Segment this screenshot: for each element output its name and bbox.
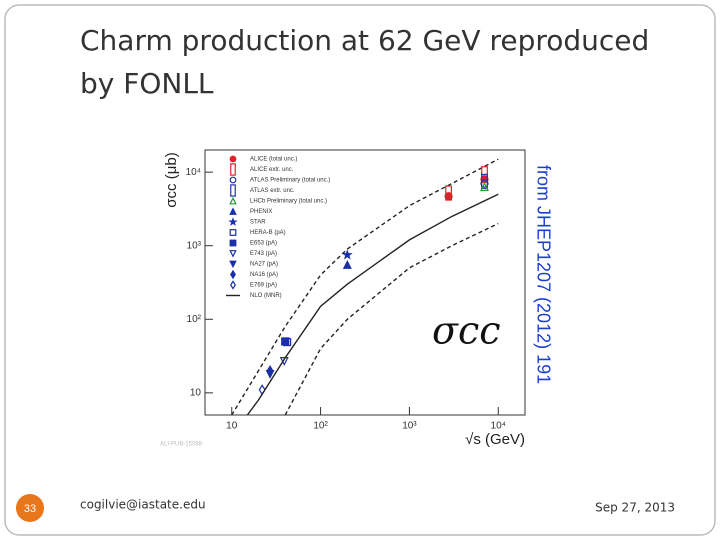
legend-swatch (230, 269, 236, 280)
legend-label: ALICE (total unc.) (250, 157, 297, 163)
legend-swatch (229, 229, 237, 236)
legend-swatch (229, 207, 237, 215)
data-point (342, 259, 352, 269)
y-tick-label: 10² (187, 314, 202, 325)
legend-swatch (230, 184, 236, 197)
y-tick-label: 10 (190, 387, 202, 398)
y-tick-label: 10⁴ (186, 167, 201, 178)
email: cogilvie@iastate.edu (80, 498, 206, 512)
legend-label: ALICE extr. unc. (250, 167, 294, 173)
legend-label: LHCb Preliminary (total unc.) (250, 199, 327, 205)
legend-swatch (229, 260, 237, 269)
slide-title: by FONLL (80, 67, 214, 100)
legend-label: NA27 (pA) (250, 262, 278, 268)
line (246, 193, 499, 415)
legend-label: ATLAS Preliminary (total unc.) (250, 178, 330, 184)
legend-swatch (229, 250, 237, 258)
legend-swatch (228, 217, 238, 226)
legend-label: HERA-B (pA) (250, 230, 286, 236)
symbol: σcc (432, 309, 501, 353)
x-tick-label: 10³ (402, 421, 417, 432)
slide-frame (4, 4, 716, 536)
legend-label: ATLAS extr. unc. (250, 188, 295, 194)
legend-swatch (229, 239, 237, 247)
data-point (281, 337, 290, 346)
y-axis-label: σcc (μb) (163, 152, 180, 207)
legend-label: E653 (pA) (250, 241, 277, 247)
legend-swatch (229, 176, 237, 184)
x-axis-label: √s (GeV) (465, 431, 525, 448)
legend-label: NLO (MNR) (250, 293, 282, 299)
legend-label: STAR (250, 220, 266, 226)
legend-label: NA16 (pA) (250, 272, 278, 278)
page-number: 33 (24, 503, 36, 515)
legend-swatch (229, 155, 237, 163)
x-tick-label: 10² (313, 421, 328, 432)
band-line (284, 222, 499, 415)
data-point (481, 173, 488, 189)
x-tick-label: 10 (226, 421, 238, 432)
watermark: ALI-PUB-15089 (160, 442, 203, 448)
legend-swatch (230, 280, 236, 290)
legend-swatch (230, 163, 236, 176)
data-point (480, 182, 489, 192)
source-note: from JHEP1207 (2012) 191 (533, 165, 553, 384)
data-point (480, 179, 489, 188)
x-tick-label: 10⁴ (491, 421, 506, 432)
slide-title: Charm production at 62 GeV reproduced (80, 24, 649, 57)
legend-label: E769 (pA) (250, 283, 277, 289)
legend-label: PHENIX (250, 209, 272, 215)
plot-frame (204, 149, 526, 416)
date: Sep 27, 2013 (595, 501, 675, 515)
data-point (341, 249, 353, 260)
data-point (445, 185, 452, 201)
legend-swatch (229, 196, 237, 205)
band-line (231, 158, 499, 415)
y-tick-label: 10³ (187, 240, 202, 251)
page-number-badge (16, 494, 44, 522)
data-point (266, 365, 274, 377)
legend-label: E743 (pA) (250, 251, 277, 257)
